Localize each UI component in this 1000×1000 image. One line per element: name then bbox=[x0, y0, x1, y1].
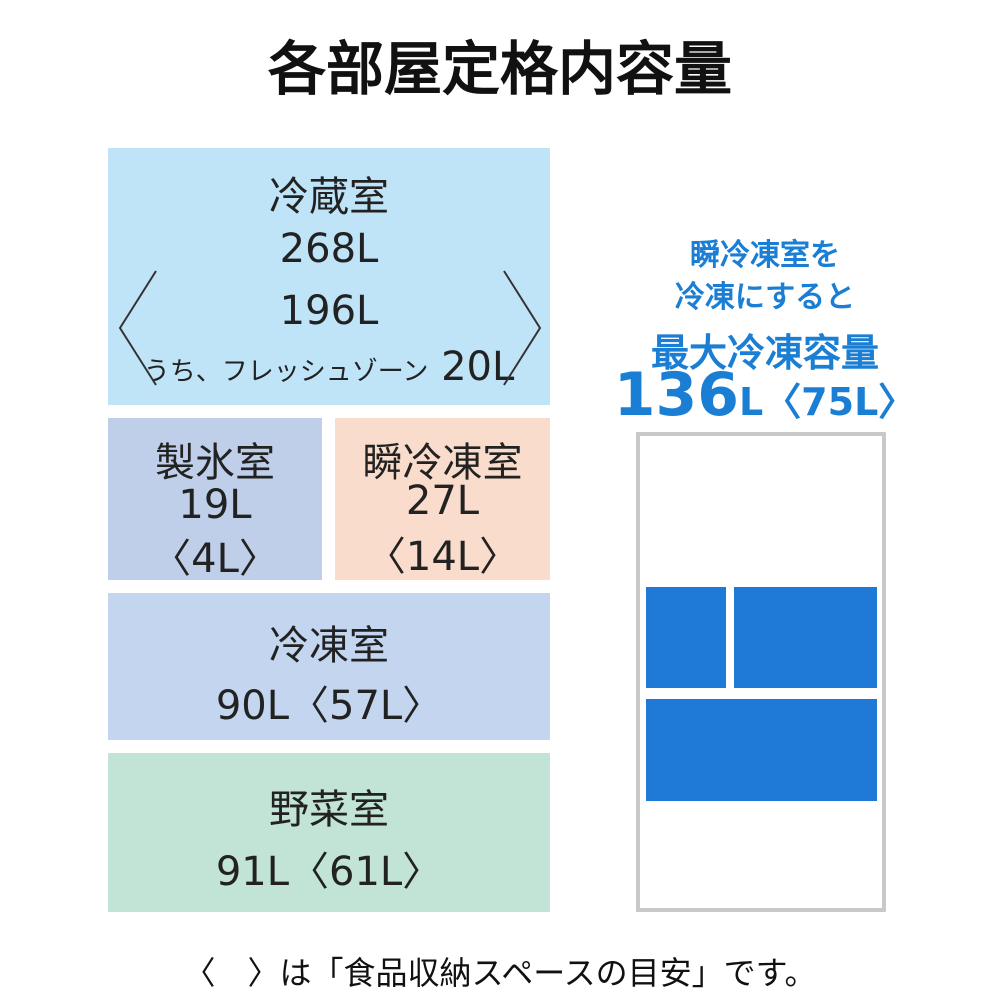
name: 瞬冷凍室 bbox=[362, 440, 523, 486]
side-line1: 瞬冷凍室を bbox=[690, 238, 840, 273]
capacity: 91L〈61L〉 bbox=[215, 849, 443, 895]
refrigerator-box: 冷蔵室 268L 196L うち、フレッシュゾーン 20L bbox=[108, 148, 550, 405]
capacity: 19L bbox=[178, 482, 252, 528]
capacity: 90L〈57L〉 bbox=[215, 683, 443, 729]
name: 製氷室 bbox=[155, 440, 275, 486]
storage: 〈4L〉 bbox=[151, 536, 279, 582]
storage: 〈14L〉 bbox=[365, 534, 520, 580]
name: 冷蔵室 bbox=[269, 174, 389, 220]
side-heading: 最大冷凍容量 bbox=[650, 331, 879, 375]
freeze-block bbox=[734, 587, 877, 688]
name: 野菜室 bbox=[269, 787, 389, 833]
freeze-block bbox=[646, 587, 726, 688]
title: 各部屋定格内容量 bbox=[267, 35, 732, 103]
fresh-zone-label: うち、フレッシュゾーン bbox=[143, 357, 429, 387]
footnote: 〈 〉は「食品収納スペースの目安」です。 bbox=[183, 954, 817, 992]
total-number: 136 bbox=[613, 360, 739, 430]
name: 冷凍室 bbox=[269, 623, 389, 669]
ice-box: 製氷室 19L 〈4L〉 bbox=[108, 418, 322, 582]
side-line2: 冷凍にすると bbox=[674, 280, 856, 315]
freeze-block bbox=[646, 699, 877, 801]
side-total: 136L〈75L〉 bbox=[600, 360, 930, 430]
freezer-box: 冷凍室 90L〈57L〉 bbox=[108, 593, 550, 740]
fresh-zone: うち、フレッシュゾーン 20L bbox=[108, 344, 550, 390]
total-rest: L〈75L〉 bbox=[738, 380, 917, 424]
capacity: 27L bbox=[405, 478, 480, 524]
fresh-zone-value: 20L bbox=[441, 344, 515, 390]
quick-freeze-box: 瞬冷凍室 27L 〈14L〉 bbox=[335, 418, 550, 580]
capacity: 268L bbox=[279, 226, 379, 272]
inner: 196L bbox=[279, 288, 379, 334]
brackets bbox=[118, 270, 542, 386]
vegetable-box: 野菜室 91L〈61L〉 bbox=[108, 753, 550, 912]
